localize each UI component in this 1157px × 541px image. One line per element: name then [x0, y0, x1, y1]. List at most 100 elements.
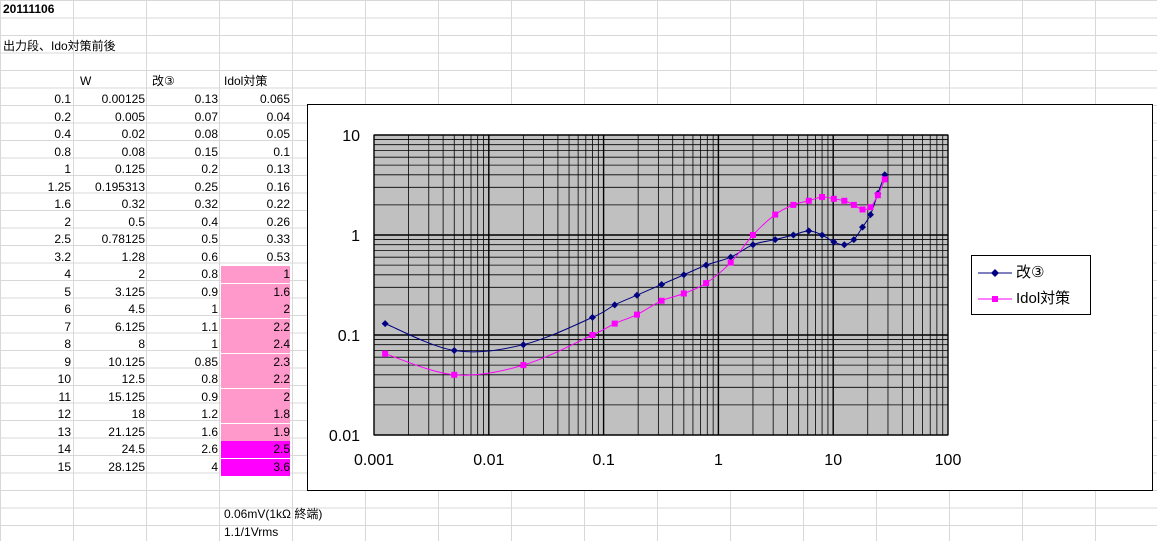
cell-idol[interactable]: 0.16: [266, 179, 290, 194]
cell-kai3[interactable]: 1.6: [201, 424, 218, 439]
cell-kai3[interactable]: 0.13: [194, 92, 218, 106]
cell-w[interactable]: 0.00125: [101, 92, 145, 106]
cell-v[interactable]: 9: [64, 354, 71, 369]
cell-idol[interactable]: 0.04: [266, 109, 290, 124]
cell-idol[interactable]: 2.4: [221, 336, 290, 353]
cell-v[interactable]: 5: [64, 284, 71, 299]
cell-w[interactable]: 1.28: [121, 249, 145, 264]
cell-kai3[interactable]: 1.1: [201, 319, 218, 334]
cell-w[interactable]: 0.32: [121, 197, 145, 211]
cell-v[interactable]: 4: [64, 267, 71, 281]
note-cell-2[interactable]: 1.1/1Vrms: [224, 525, 279, 539]
cell-idol[interactable]: 0.13: [266, 162, 290, 176]
cell-v[interactable]: 0.4: [54, 127, 71, 141]
cell-w[interactable]: 28.125: [108, 459, 145, 474]
cell-idol[interactable]: 1.6: [221, 283, 290, 301]
cell-v[interactable]: 1.25: [47, 179, 71, 194]
cell-idol[interactable]: 1.9: [221, 423, 290, 441]
cell-idol[interactable]: 3.6: [221, 458, 290, 476]
cell-w[interactable]: 0.5: [128, 214, 145, 229]
cell-w[interactable]: 21.125: [108, 424, 145, 439]
cell-v[interactable]: 0.8: [54, 144, 71, 159]
cell-v[interactable]: 11: [58, 389, 71, 404]
header-w[interactable]: W: [80, 74, 92, 88]
chart-area[interactable]: 0.001 0.01 0.1 1 10 100 10 1 0.1 0.01 改③ Idol対策: [307, 104, 1153, 491]
cell-v[interactable]: 6: [64, 302, 71, 316]
cell-kai3[interactable]: 1.2: [201, 407, 218, 421]
cell-idol[interactable]: 0.065: [259, 92, 290, 106]
cell-idol[interactable]: 2.3: [221, 353, 290, 371]
cell-kai3[interactable]: 0.5: [201, 232, 218, 246]
cell-v[interactable]: 7: [64, 319, 71, 334]
cell-w[interactable]: 10.125: [108, 354, 145, 369]
cell-v[interactable]: 10: [57, 372, 71, 386]
cell-v[interactable]: 3.2: [54, 249, 71, 264]
cell-v[interactable]: 12: [57, 407, 71, 421]
data-point-0: [680, 271, 688, 279]
cell-w[interactable]: 0.08: [121, 144, 145, 159]
cell-kai3[interactable]: 0.15: [194, 144, 218, 159]
cell-kai3[interactable]: 0.6: [201, 249, 218, 264]
cell-w[interactable]: 12.5: [121, 372, 145, 386]
cell-v[interactable]: 0.2: [54, 109, 71, 124]
cell-w[interactable]: 0.02: [121, 127, 145, 141]
cell-idol[interactable]: 0.53: [266, 249, 290, 264]
cell-kai3[interactable]: 1: [211, 337, 218, 351]
cell-idol[interactable]: 2.5: [221, 441, 290, 458]
header-kai3[interactable]: 改③: [152, 74, 175, 88]
cell-v[interactable]: 1.6: [54, 197, 71, 211]
cell-w[interactable]: 6.125: [114, 319, 145, 334]
cell-w[interactable]: 0.78125: [101, 232, 145, 246]
cell-v[interactable]: 0.1: [54, 92, 71, 106]
cell-idol[interactable]: 2: [221, 388, 290, 406]
cell-kai3[interactable]: 0.8: [201, 372, 218, 386]
cell-w[interactable]: 3.125: [114, 284, 145, 299]
cell-kai3[interactable]: 0.4: [201, 214, 218, 229]
cell-w[interactable]: 0.125: [114, 162, 145, 176]
cell-idol[interactable]: 2.2: [221, 371, 290, 388]
subtitle-cell[interactable]: 出力段、Ido対策前後: [3, 39, 116, 53]
cell-w[interactable]: 24.5: [121, 442, 145, 456]
cell-kai3[interactable]: 0.2: [201, 162, 218, 176]
cell-v[interactable]: 15: [57, 459, 71, 474]
cell-idol[interactable]: 0.33: [266, 232, 290, 246]
cell-idol[interactable]: 2.2: [221, 318, 290, 336]
cell-v[interactable]: 2: [64, 214, 71, 229]
cell-kai3[interactable]: 1: [211, 302, 218, 316]
cell-kai3[interactable]: 0.8: [201, 267, 218, 281]
header-idol[interactable]: Idol対策: [224, 74, 268, 88]
cell-idol[interactable]: 0.22: [266, 197, 290, 211]
cell-kai3[interactable]: 0.07: [194, 109, 218, 124]
cell-kai3[interactable]: 0.32: [194, 197, 218, 211]
cell-w[interactable]: 8: [138, 337, 145, 351]
cell-idol[interactable]: 1.8: [221, 406, 290, 423]
cell-v[interactable]: 13: [57, 424, 71, 439]
date-cell[interactable]: 20111106: [3, 2, 55, 16]
cell-w[interactable]: 18: [131, 407, 145, 421]
legend-label-kai3: 改③: [1016, 264, 1045, 281]
cell-v[interactable]: 8: [64, 337, 71, 351]
cell-v[interactable]: 1: [64, 162, 71, 176]
cell-w[interactable]: 0.005: [114, 109, 145, 124]
note-cell-1[interactable]: 0.06mV(1kΩ 終端): [224, 507, 323, 521]
cell-kai3[interactable]: 4: [211, 459, 218, 474]
cell-kai3[interactable]: 0.9: [201, 284, 218, 299]
cell-kai3[interactable]: 0.9: [201, 389, 218, 404]
chart-legend[interactable]: 改③ Idol対策: [971, 255, 1091, 315]
cell-idol[interactable]: 1: [221, 266, 290, 283]
cell-idol[interactable]: 0.05: [266, 127, 290, 141]
cell-v[interactable]: 14: [57, 442, 71, 456]
cell-w[interactable]: 15.125: [108, 389, 145, 404]
cell-kai3[interactable]: 2.6: [201, 442, 218, 456]
cell-w[interactable]: 0.195313: [94, 179, 145, 194]
cell-idol[interactable]: 0.1: [273, 144, 290, 159]
cell-kai3[interactable]: 0.25: [194, 179, 218, 194]
cell-kai3[interactable]: 0.08: [194, 127, 218, 141]
cell-kai3[interactable]: 0.85: [194, 354, 218, 369]
cell-w[interactable]: 4.5: [128, 302, 145, 316]
data-point-0: [859, 223, 867, 231]
cell-idol[interactable]: 0.26: [266, 214, 290, 229]
cell-idol[interactable]: 2: [221, 301, 290, 318]
cell-w[interactable]: 2: [138, 267, 145, 281]
cell-v[interactable]: 2.5: [54, 232, 71, 246]
